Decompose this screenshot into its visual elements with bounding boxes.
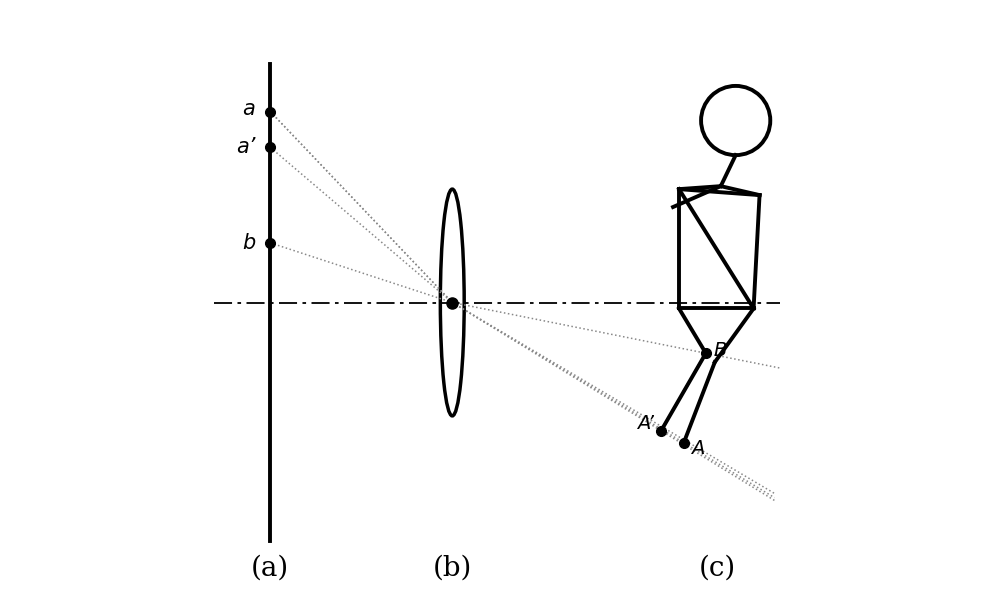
- Text: A’: A’: [637, 414, 654, 433]
- Text: a’: a’: [236, 137, 255, 157]
- Text: (b): (b): [433, 555, 472, 581]
- Text: (c): (c): [699, 555, 736, 581]
- Text: B: B: [714, 341, 727, 360]
- Text: (a): (a): [251, 555, 289, 581]
- Text: A: A: [692, 439, 705, 458]
- Text: b: b: [242, 233, 255, 253]
- Text: a: a: [243, 99, 255, 119]
